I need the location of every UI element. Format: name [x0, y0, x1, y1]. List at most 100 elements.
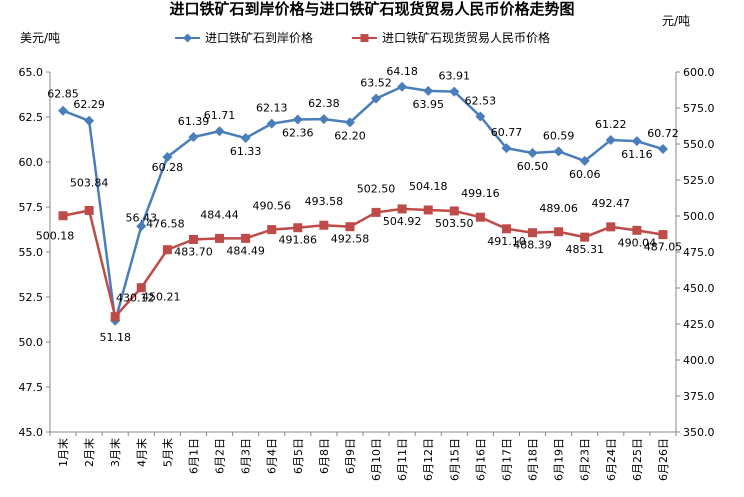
data-point-series-1 — [632, 225, 642, 235]
data-point-series-0 — [162, 151, 173, 162]
data-point-series-1 — [423, 205, 433, 215]
data-label-series-1: 483.70 — [174, 245, 213, 258]
data-label-series-1: 484.44 — [200, 208, 239, 221]
data-point-series-0 — [579, 155, 590, 166]
x-tick-label: 2月末 — [82, 438, 96, 467]
y2-tick-label: 400.0 — [683, 354, 715, 367]
data-label-series-1: 489.06 — [539, 202, 578, 215]
data-label-series-0: 63.95 — [412, 98, 444, 111]
data-label-series-1: 490.56 — [252, 200, 291, 213]
data-point-series-0 — [136, 221, 147, 232]
x-tick-label: 6月24日 — [605, 438, 618, 481]
y-tick-label: 45.0 — [19, 426, 44, 439]
x-tick-label: 4月末 — [134, 438, 148, 467]
data-label-series-0: 64.18 — [386, 65, 418, 78]
legend-label-series-1: 进口铁矿石现货贸易人民币价格 — [382, 30, 550, 45]
data-label-series-1: 485.31 — [565, 243, 604, 256]
legend-marker-diamond — [183, 33, 192, 43]
data-point-series-0 — [58, 105, 69, 116]
data-point-series-0 — [240, 133, 251, 144]
data-label-series-0: 62.20 — [334, 129, 366, 142]
data-label-series-1: 430.12 — [116, 292, 155, 305]
data-point-series-0 — [501, 143, 512, 154]
data-point-series-0 — [266, 118, 277, 129]
data-label-series-1: 490.04 — [618, 236, 657, 249]
data-label-series-1: 487.05 — [644, 241, 683, 254]
x-tick-label: 6月23日 — [579, 438, 592, 481]
x-tick-label: 6月3日 — [240, 438, 253, 474]
data-label-series-1: 499.16 — [461, 187, 500, 200]
legend-item-series-1: 进口铁矿石现货贸易人民币价格 — [352, 30, 550, 45]
data-label-series-0: 60.06 — [569, 168, 601, 181]
data-label-series-0: 63.91 — [439, 70, 471, 83]
y2-tick-label: 425.0 — [683, 318, 715, 331]
chart-title: 进口铁矿石到岸价格与进口铁矿石现货贸易人民币价格走势图 — [169, 0, 574, 18]
data-label-series-0: 62.53 — [465, 94, 497, 107]
data-label-series-0: 62.13 — [256, 102, 288, 115]
data-point-series-0 — [605, 135, 616, 146]
data-label-series-1: 476.58 — [146, 218, 185, 231]
x-tick-label: 6月2日 — [214, 438, 227, 474]
data-point-series-1 — [501, 224, 511, 234]
data-label-series-0: 61.39 — [178, 115, 210, 128]
data-point-series-1 — [475, 212, 485, 222]
legend-marker-square — [360, 34, 369, 42]
data-label-series-0: 61.71 — [204, 109, 236, 122]
data-point-series-1 — [371, 207, 381, 217]
y2-tick-label: 375.0 — [683, 390, 715, 403]
x-tick-label: 6月4日 — [266, 438, 279, 474]
series-line-0 — [62, 85, 664, 322]
data-point-series-1 — [110, 312, 120, 322]
data-point-series-0 — [292, 114, 303, 125]
data-point-series-0 — [657, 144, 668, 155]
data-point-series-1 — [136, 283, 146, 293]
data-point-series-0 — [371, 93, 382, 104]
x-tick-label: 1月末 — [56, 438, 70, 467]
x-tick-label: 6月9日 — [344, 438, 357, 474]
y2-tick-label: 475.0 — [683, 246, 715, 259]
data-label-series-1: 484.49 — [226, 244, 265, 257]
y-tick-label: 47.5 — [19, 381, 44, 394]
y2-tick-label: 550.0 — [683, 138, 715, 151]
data-label-series-1: 450.21 — [142, 291, 181, 304]
x-tick-label: 6月1日 — [187, 438, 200, 474]
data-label-series-0: 62.36 — [282, 127, 314, 140]
data-point-series-0 — [318, 114, 329, 125]
x-tick-label: 6月25日 — [631, 438, 644, 481]
y2-tick-label: 500.0 — [683, 210, 715, 223]
y2-tick-label: 600.0 — [683, 66, 715, 79]
x-tick-label: 6月18日 — [527, 438, 540, 481]
data-label-series-0: 62.38 — [308, 97, 340, 110]
y2-tick-label: 450.0 — [683, 282, 715, 295]
y-axis-right-label: 元/吨 — [662, 14, 690, 28]
data-point-series-1 — [58, 211, 68, 221]
legend-label-series-0: 进口铁矿石到岸价格 — [205, 30, 313, 45]
data-label-series-1: 491.10 — [487, 235, 526, 248]
y-tick-label: 60.0 — [19, 156, 44, 169]
data-point-series-1 — [449, 206, 459, 216]
data-point-series-1 — [162, 245, 172, 255]
x-tick-label: 6月16日 — [474, 438, 487, 481]
x-tick-label: 6月5日 — [292, 438, 305, 474]
data-label-series-1: 504.92 — [383, 215, 422, 228]
data-point-series-0 — [344, 117, 355, 128]
data-label-series-1: 491.86 — [279, 234, 318, 247]
data-point-series-1 — [84, 205, 94, 215]
y-tick-label: 62.5 — [19, 111, 44, 124]
x-tick-label: 6月11日 — [396, 438, 409, 481]
y-tick-label: 57.5 — [19, 201, 44, 214]
data-point-series-1 — [397, 204, 407, 214]
data-point-series-1 — [554, 227, 564, 237]
data-point-series-0 — [84, 115, 95, 126]
data-point-series-0 — [475, 111, 486, 122]
legend-item-series-0: 进口铁矿石到岸价格 — [175, 30, 313, 45]
x-tick-label: 6月12日 — [422, 438, 435, 481]
x-tick-label: 6月26日 — [657, 438, 670, 481]
data-point-series-1 — [188, 234, 198, 244]
data-label-series-0: 60.59 — [543, 129, 575, 142]
data-label-series-1: 492.58 — [331, 233, 370, 246]
data-point-series-1 — [293, 223, 303, 233]
y-tick-label: 65.0 — [19, 66, 44, 79]
data-point-series-1 — [580, 232, 590, 242]
